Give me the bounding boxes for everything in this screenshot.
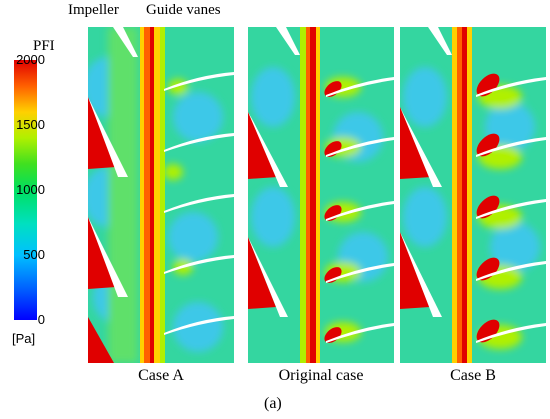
impeller-label: Impeller: [68, 2, 119, 18]
colorbar: [14, 60, 37, 320]
panel-label-case-b: Case B: [450, 367, 496, 384]
contour-panel-case-a: [88, 27, 234, 363]
contour-panel-case-b: [400, 27, 546, 363]
contour-panel-original-case: [248, 27, 394, 363]
colorbar-tick: 0: [37, 312, 45, 327]
colorbar-tick: 2000: [16, 52, 45, 67]
colorbar-tick: 1000: [16, 182, 45, 197]
panel-label-original-case: Original case: [278, 367, 364, 384]
guide-vanes-label: Guide vanes: [146, 2, 221, 18]
colorbar-tick: 500: [23, 247, 45, 262]
colorbar-unit: [Pa]: [12, 331, 36, 346]
panel-label-case-a: Case A: [138, 367, 184, 384]
colorbar-title: PFI: [33, 38, 55, 54]
colorbar-tick: 1500: [16, 117, 45, 132]
figure-label: (a): [264, 395, 282, 412]
